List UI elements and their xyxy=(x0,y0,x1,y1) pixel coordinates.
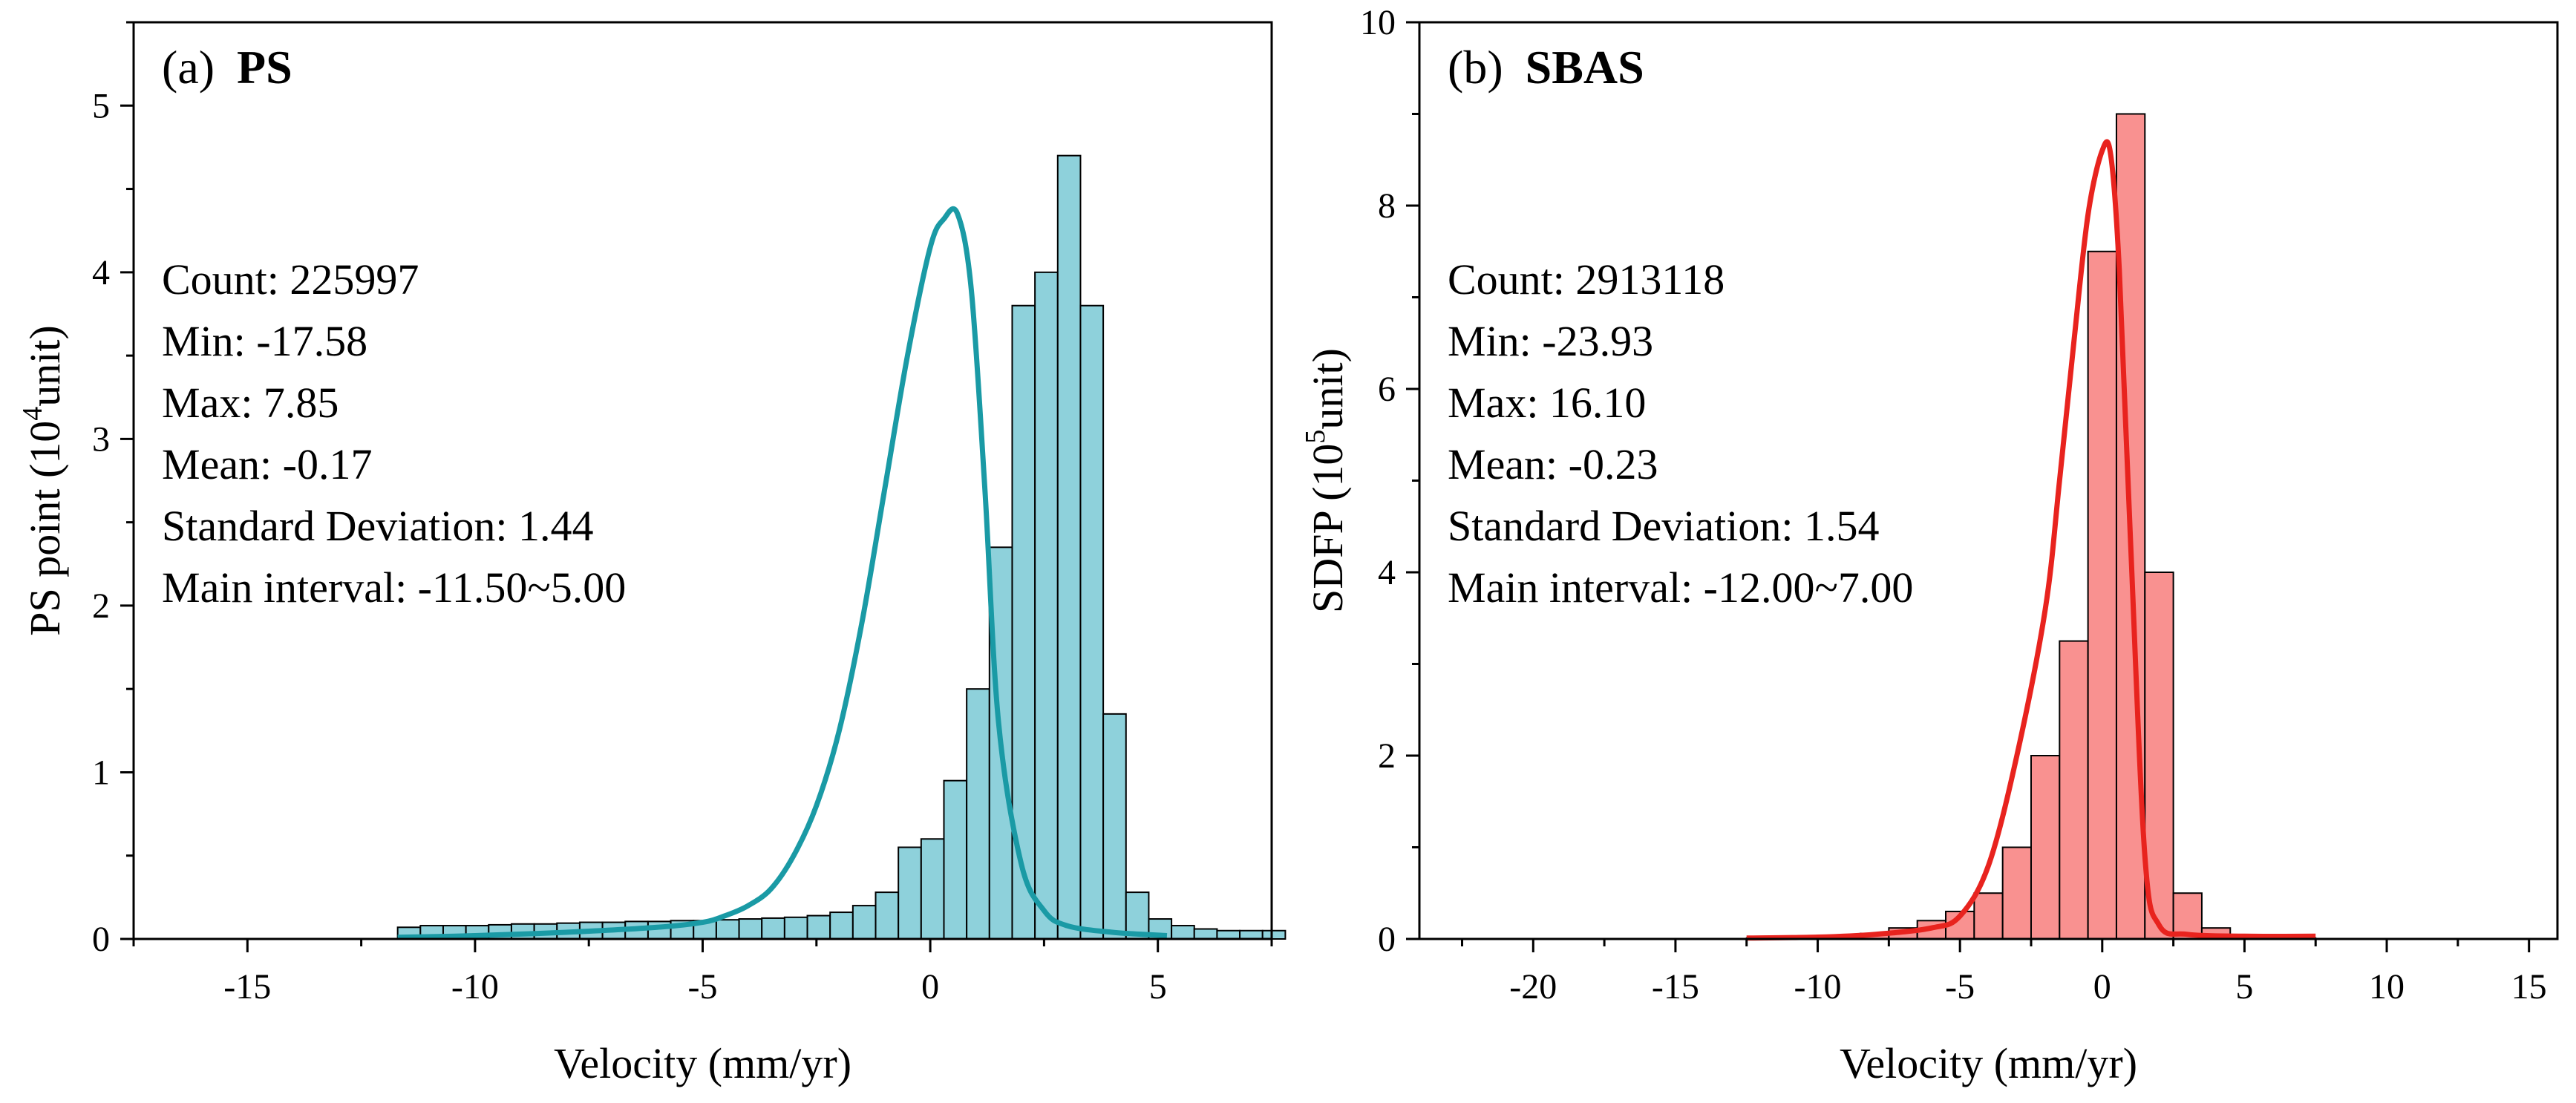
histogram-bar xyxy=(875,891,900,940)
histogram-bar xyxy=(806,914,831,940)
panel-title: (b) SBAS xyxy=(1448,41,1644,94)
y-axis-label: SDFP (105unit) xyxy=(1300,348,1352,613)
histogram-bar xyxy=(920,838,945,940)
histogram-bar xyxy=(829,911,854,940)
histogram-bar xyxy=(2172,892,2203,940)
y-tick-label: 5 xyxy=(92,86,110,125)
x-tick-label: 10 xyxy=(2369,967,2405,1007)
y-tick-label: 4 xyxy=(1378,553,1396,592)
histogram-bar xyxy=(738,918,763,940)
x-axis-label: Velocity (mm/yr) xyxy=(554,1039,851,1087)
stat-max: Max: 7.85 xyxy=(162,379,339,427)
x-tick-label: 5 xyxy=(1149,967,1167,1007)
y-axis-exponent: 4 xyxy=(17,407,48,421)
histogram-bar xyxy=(1216,929,1241,940)
histogram-bar xyxy=(1171,925,1195,940)
stat-mean: Mean: -0.17 xyxy=(162,440,373,488)
histogram-bars xyxy=(1745,113,2317,940)
panel-name: SBAS xyxy=(1526,41,1644,94)
x-tick-label: -20 xyxy=(1509,967,1557,1007)
y-tick-label: 4 xyxy=(92,253,110,292)
histogram-bar xyxy=(1239,929,1264,940)
density-curve xyxy=(1746,139,2316,941)
stats-box: Count: 225997 Min: -17.58 Max: 7.85 Mean… xyxy=(162,255,626,612)
histogram-bar xyxy=(1102,713,1127,940)
y-tick-label: 8 xyxy=(1378,186,1396,226)
stat-count: Count: 225997 xyxy=(162,255,419,304)
y-tick-label: 3 xyxy=(92,419,110,459)
axis-ticks: -20 -15 -10 -5 0 5 10 15 0 2 4 6 8 10 xyxy=(1360,3,2547,1007)
histogram-bar xyxy=(2144,572,2174,940)
y-tick-label: 0 xyxy=(92,920,110,959)
x-tick-label: 15 xyxy=(2511,967,2547,1007)
y-tick-label: 0 xyxy=(1378,920,1396,959)
histogram-bar xyxy=(2087,250,2117,940)
stat-max: Max: 16.10 xyxy=(1448,379,1646,427)
x-tick-label: 0 xyxy=(921,967,939,1007)
stat-std: Standard Deviation: 1.54 xyxy=(1448,502,1880,550)
stat-interval: Main interval: -12.00~7.00 xyxy=(1448,563,1913,612)
y-tick-label: 1 xyxy=(92,753,110,792)
x-tick-label: 0 xyxy=(2093,967,2111,1007)
panel-ps: -15 -10 -5 0 5 0 1 2 3 4 5 (a) PS Count: 225997 Mi… xyxy=(17,21,1287,1087)
histogram-bar xyxy=(2030,755,2061,940)
x-tick-label: 5 xyxy=(2235,967,2253,1007)
histogram-bar xyxy=(1261,929,1287,940)
stat-interval: Main interval: -11.50~5.00 xyxy=(162,563,626,612)
histogram-bar xyxy=(783,916,808,940)
stat-mean: Mean: -0.23 xyxy=(1448,440,1658,488)
panel-title: (a) PS xyxy=(162,41,292,94)
histogram-bar xyxy=(943,779,968,940)
y-axis-label: PS point (104unit) xyxy=(17,325,69,636)
panel-sbas: -20 -15 -10 -5 0 5 10 15 0 2 4 6 8 10 (b) SBAS Count:… xyxy=(1300,3,2559,1087)
y-tick-label: 6 xyxy=(1378,370,1396,409)
histogram-bar xyxy=(715,919,740,940)
histogram-bar xyxy=(1973,892,2004,940)
x-tick-label: -15 xyxy=(1652,967,1699,1007)
panel-label: (a) xyxy=(162,41,215,94)
histogram-bar xyxy=(2059,640,2089,940)
histogram-bar xyxy=(851,905,877,940)
histogram-bar xyxy=(1193,928,1218,940)
histogram-bar xyxy=(1034,271,1059,940)
panel-label: (b) xyxy=(1448,41,1503,94)
y-tick-label: 10 xyxy=(1360,3,1396,42)
stat-std: Standard Deviation: 1.44 xyxy=(162,502,594,550)
x-tick-label: -5 xyxy=(688,967,718,1007)
histogram-bars xyxy=(396,154,1287,940)
histogram-bar xyxy=(761,917,785,940)
y-tick-label: 2 xyxy=(92,586,110,626)
histogram-bar xyxy=(1079,304,1105,940)
panel-name: PS xyxy=(237,41,292,94)
x-tick-label: -5 xyxy=(1945,967,1975,1007)
histogram-bar xyxy=(2001,846,2032,940)
stat-min: Min: -23.93 xyxy=(1448,317,1653,365)
x-tick-label: -10 xyxy=(451,967,499,1007)
x-tick-label: -15 xyxy=(223,967,271,1007)
axis-ticks: -15 -10 -5 0 5 0 1 2 3 4 5 xyxy=(92,21,1273,1007)
y-axis-exponent: 5 xyxy=(1300,430,1331,444)
y-tick-label: 2 xyxy=(1378,736,1396,776)
histogram-bar xyxy=(898,846,922,940)
stat-min: Min: -17.58 xyxy=(162,317,367,365)
histogram-bar xyxy=(966,688,990,940)
x-tick-label: -10 xyxy=(1794,967,1842,1007)
stats-box: Count: 2913118 Min: -23.93 Max: 16.10 Me… xyxy=(1448,255,1913,612)
density-curve xyxy=(397,206,1168,940)
stat-count: Count: 2913118 xyxy=(1448,255,1725,304)
x-axis-label: Velocity (mm/yr) xyxy=(1840,1039,2137,1087)
histogram-bar xyxy=(1056,154,1082,940)
